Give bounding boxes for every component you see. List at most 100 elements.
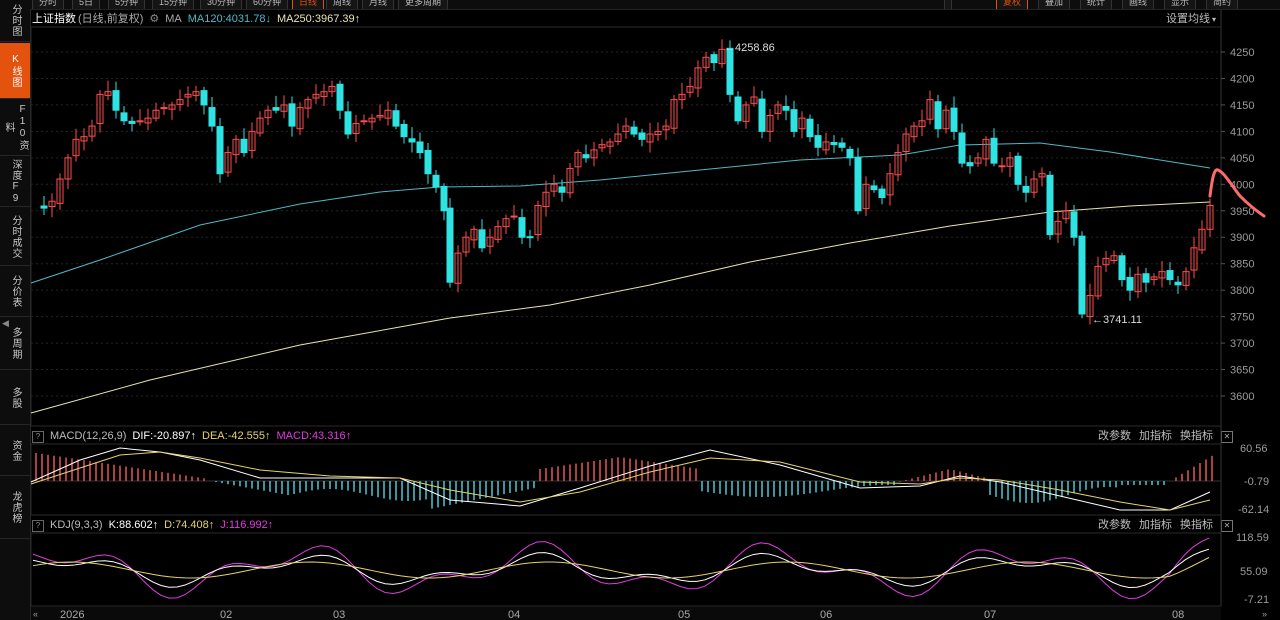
candle-body — [526, 236, 534, 239]
kdj-tick-mid: 55.09 — [1240, 566, 1268, 578]
kdj-d-line — [32, 557, 1210, 579]
candle-body — [1086, 294, 1094, 318]
sidebar-item-depth[interactable]: 深度F9 — [0, 157, 30, 207]
period-button-5day[interactable]: 5日 — [72, 0, 101, 9]
sidebar-item-multi-stock[interactable]: 多股 — [0, 371, 30, 425]
candle-body — [566, 167, 574, 194]
ma-label: MA — [165, 13, 182, 25]
sidebar-item-dragon-tiger[interactable]: 龙虎榜 — [0, 477, 30, 539]
period-button-5min[interactable]: 5分钟 — [108, 0, 146, 9]
candle-body — [574, 152, 582, 168]
candle-body — [264, 109, 272, 119]
candle-body — [606, 141, 614, 147]
candle-body — [1206, 204, 1214, 230]
period-button-30min[interactable]: 30分钟 — [200, 0, 243, 9]
period-button-timeshare[interactable]: 分时 — [32, 0, 65, 9]
period-button-60min[interactable]: 60分钟 — [246, 0, 289, 9]
toolbar-display-button[interactable]: 显示 — [1164, 0, 1197, 9]
scroll-right-icon[interactable]: » — [1262, 609, 1267, 619]
candle-body — [510, 215, 518, 218]
sidebar-item-f10[interactable]: F10资料 — [0, 100, 30, 156]
candle-body — [614, 133, 622, 142]
settings-gear-icon[interactable]: ⚙ — [149, 13, 160, 25]
kdj-change-param-link[interactable]: 改参数 — [1098, 519, 1131, 531]
period-button-daily[interactable]: 日线 — [292, 0, 325, 9]
sidebar-item-multi-period[interactable]: 多周期 — [0, 318, 30, 370]
candle-body — [424, 149, 432, 175]
candle-body — [360, 120, 368, 123]
period-button-weekly[interactable]: 周线 — [326, 0, 359, 9]
toolbar-fuquan-button[interactable]: 复权 — [996, 0, 1029, 9]
period-button-monthly[interactable]: 月线 — [362, 0, 395, 9]
sub-y-axis: 60.56 -0.79 -62.14 118.59 55.09 -7.21 — [1236, 443, 1269, 606]
y-tick-label: 3950 — [1230, 206, 1254, 218]
candle-body — [446, 207, 454, 283]
candle-body — [1046, 174, 1054, 236]
candle-body — [320, 91, 328, 97]
scroll-left-icon[interactable]: « — [33, 609, 38, 619]
macd-tick-low: -62.14 — [1238, 504, 1269, 516]
macd-switch-indicator-link[interactable]: 换指标 — [1180, 430, 1213, 442]
period-button-15min[interactable]: 15分钟 — [152, 0, 195, 9]
candle-body — [152, 109, 160, 119]
macd-change-param-link[interactable]: 改参数 — [1098, 430, 1131, 442]
candle-body — [646, 133, 654, 143]
candle-body — [686, 85, 694, 93]
candle-body — [846, 148, 854, 159]
candle-body — [486, 236, 494, 247]
candle-body — [742, 104, 750, 122]
candle-body — [376, 115, 384, 118]
candle-body — [822, 141, 830, 151]
y-tick-label: 4100 — [1230, 126, 1254, 138]
sidebar-item-kline[interactable]: K线图 — [0, 43, 30, 99]
candle-body — [168, 104, 176, 110]
candle-body — [1198, 228, 1206, 251]
sidebar-item-ticks[interactable]: 分时成交 — [0, 208, 30, 266]
candle-body — [726, 47, 734, 95]
candle-body — [582, 154, 590, 159]
period-button-more[interactable]: 更多周期 — [398, 0, 449, 9]
sidebar-item-timeshare[interactable]: 分时图 — [0, 0, 30, 42]
toolbar-draw-button[interactable]: 画线 — [1122, 0, 1155, 9]
main-y-axis: 4250 4200 4150 4100 4050 4000 3950 3900 3850 3800… — [1221, 47, 1254, 403]
candle-body — [1038, 173, 1046, 178]
set-ma-link[interactable]: 设置均线 ▾ — [1166, 13, 1217, 25]
kdj-k: K:88.602↑ — [108, 519, 159, 531]
y-tick-label: 3700 — [1230, 338, 1254, 350]
toolbar-simple-button[interactable]: 简约 — [1206, 0, 1239, 9]
forecast-curve — [1208, 168, 1266, 218]
candle-body — [200, 90, 208, 106]
sidebar-item-price-table[interactable]: 分价表 — [0, 267, 30, 317]
toolbar-stats-button[interactable]: 统计 — [1080, 0, 1113, 9]
help-icon[interactable]: ? — [32, 520, 44, 532]
candle-body — [40, 205, 48, 209]
candle-body — [894, 152, 902, 176]
macd-panel-frame — [30, 443, 1222, 516]
candle-body — [384, 109, 392, 119]
macd-value: MACD:43.316↑ — [276, 430, 352, 442]
toolbar-blank-box[interactable] — [944, 0, 952, 9]
candle-body — [638, 132, 646, 140]
high-label: ←4258.86 — [724, 42, 775, 54]
macd-add-indicator-link[interactable]: 加指标 — [1139, 430, 1172, 442]
candle-body — [112, 90, 120, 111]
help-icon[interactable]: ? — [32, 431, 44, 443]
sidebar-item-funds[interactable]: 资金 — [0, 426, 30, 476]
collapse-arrow-icon[interactable]: ◀ — [2, 318, 9, 328]
low-label: ←3741.11 — [1092, 314, 1142, 326]
kdj-switch-indicator-link[interactable]: 换指标 — [1180, 519, 1213, 531]
macd-title: MACD(12,26,9) — [50, 430, 127, 442]
candle-body — [400, 124, 408, 138]
candle-body — [120, 112, 128, 122]
kdj-add-indicator-link[interactable]: 加指标 — [1139, 519, 1172, 531]
y-tick-label: 3850 — [1230, 259, 1254, 271]
candle-body — [144, 117, 152, 124]
x-label-04: 04 — [508, 609, 520, 620]
candle-body — [502, 218, 510, 228]
candle-body — [1110, 255, 1118, 262]
candle-body — [1182, 271, 1190, 286]
kdj-d: D:74.408↑ — [164, 519, 215, 531]
y-tick-label: 4050 — [1230, 153, 1254, 165]
toolbar-overlay-button[interactable]: 叠加 — [1038, 0, 1071, 9]
